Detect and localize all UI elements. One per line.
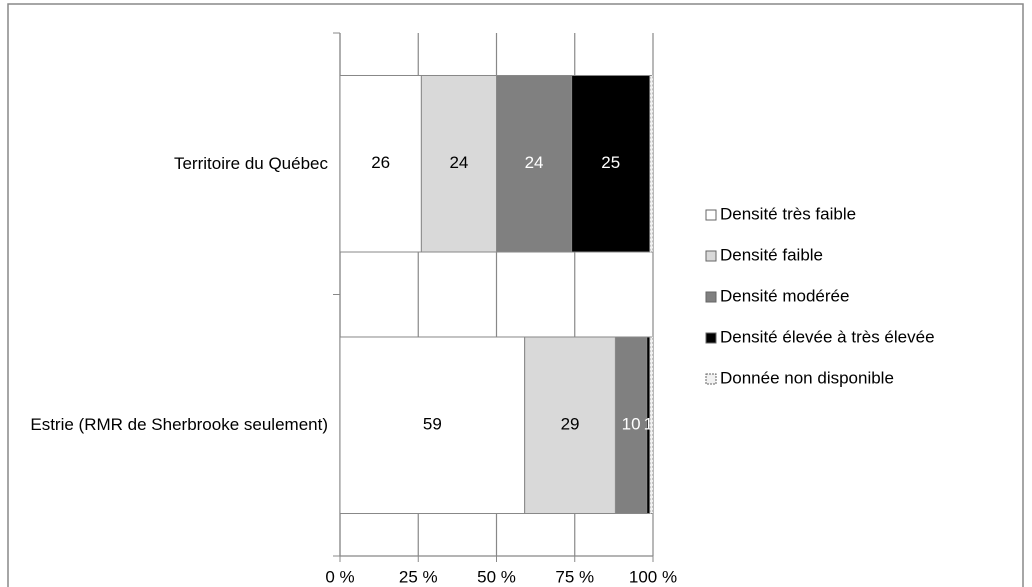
legend-swatch	[705, 209, 717, 221]
legend-label: Densité élevée à très élevée	[720, 327, 935, 346]
bar-segment	[339, 74, 422, 253]
legend-swatch	[705, 332, 717, 344]
bar-segment	[571, 74, 651, 253]
legend-label: Densité faible	[720, 245, 823, 264]
legend-label: Donnée non disponible	[720, 368, 894, 387]
legend-swatch	[705, 373, 717, 385]
data-label: 26	[371, 153, 390, 172]
bar-segment	[524, 336, 616, 515]
legend-swatch	[705, 250, 717, 262]
bar-segment	[649, 74, 654, 253]
bar-segment	[420, 74, 498, 253]
y-tick-label: Estrie (RMR de Sherbrooke seulement)	[30, 415, 328, 435]
x-tick-label: 50 %	[477, 567, 516, 586]
y-tick-label: Territoire du Québec	[173, 153, 328, 173]
bar-segment	[649, 336, 654, 515]
bar-segment	[496, 74, 573, 253]
chart-frame	[7, 3, 1024, 587]
legend-label: Densité modérée	[720, 286, 849, 305]
legend-label: Densité très faible	[720, 204, 856, 223]
x-tick-label: 75 %	[555, 567, 594, 586]
bar-segment	[614, 336, 648, 515]
x-tick-label: 0 %	[325, 567, 354, 586]
data-label: 10	[622, 415, 641, 434]
legend-swatch	[705, 291, 717, 303]
data-label: 29	[561, 415, 580, 434]
x-tick-label: 100 %	[629, 567, 677, 586]
x-tick-label: 25 %	[399, 567, 438, 586]
data-label: 1	[644, 415, 653, 434]
data-label: 24	[525, 153, 544, 172]
bar-segment	[339, 336, 526, 515]
data-label: 25	[601, 153, 620, 172]
data-label: 24	[449, 153, 468, 172]
data-label: 59	[423, 415, 442, 434]
